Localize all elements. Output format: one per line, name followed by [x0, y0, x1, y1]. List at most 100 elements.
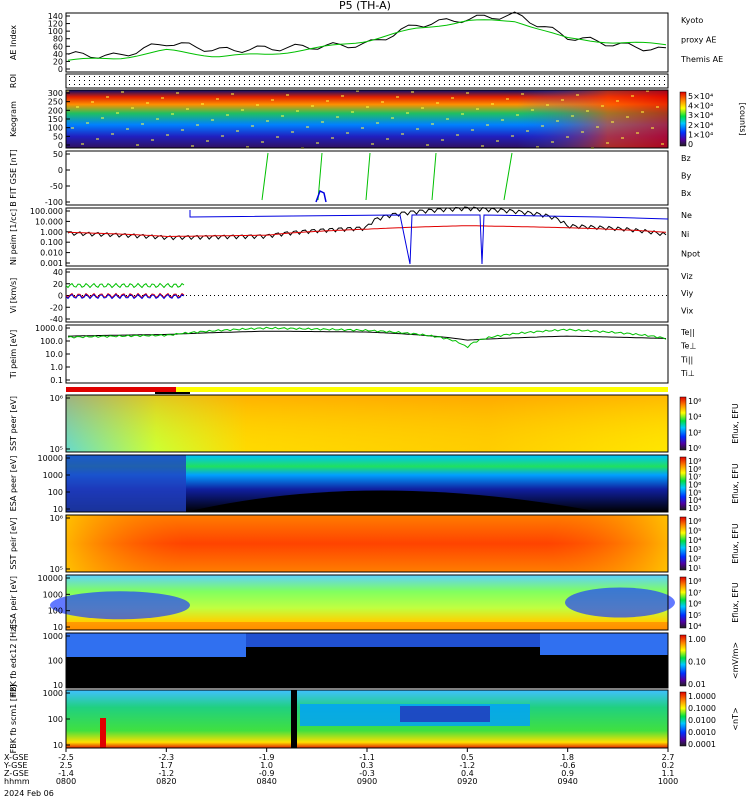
roi-dot	[354, 76, 355, 77]
ytick-label-esae: 10000	[38, 454, 63, 463]
keogram-speckle	[191, 145, 194, 147]
colorbar-tick-esai: 10⁷	[688, 588, 701, 597]
colorbar-tick-sste: 10⁰	[688, 444, 701, 453]
roi-dot	[69, 76, 70, 77]
colorbar-tick-esae: 10⁷	[688, 473, 701, 482]
roi-dot	[379, 76, 380, 77]
roi-dot	[199, 84, 200, 85]
keogram-speckle	[376, 122, 379, 124]
xtick-label: -0.3	[359, 769, 375, 778]
roi-dot	[484, 84, 485, 85]
roi-dot	[169, 84, 170, 85]
keogram-speckle	[66, 90, 69, 92]
roi-dot	[154, 84, 155, 85]
roi-dot	[649, 84, 650, 85]
ytick-label-vi: 0	[58, 292, 63, 301]
roi-dot	[469, 80, 470, 81]
roi-dot	[249, 84, 250, 85]
roi-dot	[114, 76, 115, 77]
roi-dot	[464, 84, 465, 85]
colorbar-tick-keo: 1×10⁴	[688, 130, 713, 139]
frame-bfit	[65, 150, 669, 206]
roi-dot	[214, 76, 215, 77]
frame-ae	[65, 12, 669, 73]
xtick-label: 1.7	[160, 761, 173, 770]
roi-dot	[344, 76, 345, 77]
roi-dot	[459, 76, 460, 77]
esa-ion-blue-right	[565, 587, 675, 618]
roi-dot	[174, 76, 175, 77]
roi-dot	[324, 76, 325, 77]
roi-dot	[649, 80, 650, 81]
keogram-speckle	[111, 133, 114, 135]
roi-dot	[214, 84, 215, 85]
xtick-label: 1000	[658, 777, 678, 786]
roi-dot	[294, 80, 295, 81]
keogram-speckle	[581, 131, 584, 133]
ytick-label-esae: 10	[53, 505, 63, 514]
roi-dot	[134, 84, 135, 85]
roi-dot	[439, 80, 440, 81]
roi-dot	[274, 76, 275, 77]
roi-dot	[109, 76, 110, 77]
panel-keo: Keogram3002502001501005005×10⁴4×10⁴3×10⁴…	[9, 89, 747, 150]
keogram-speckle	[661, 143, 664, 145]
ytick-label-vi: -20	[50, 303, 63, 312]
series-by	[365, 152, 371, 201]
roi-dot	[139, 80, 140, 81]
colorbar-tick-keo: 3×10⁴	[688, 111, 713, 120]
legend-vi: Viz	[681, 272, 693, 281]
keogram-speckle	[356, 90, 359, 92]
roi-dot	[644, 84, 645, 85]
ylabel-ae: AE Index	[9, 25, 18, 60]
keogram-speckle	[386, 138, 389, 140]
roi-dot	[524, 76, 525, 77]
roi-dot	[304, 84, 305, 85]
ytick-label-ti: 1.0	[50, 363, 63, 372]
legend-ni: Ne	[681, 211, 692, 220]
ylabel-ssti: SST peir [eV]	[9, 517, 18, 569]
colorbar-fbke	[679, 634, 687, 687]
ytick-label-ni: 100.000	[30, 207, 63, 216]
roi-dot	[594, 76, 595, 77]
roi-dot	[339, 84, 340, 85]
xaxis-row-label: X-GSE	[4, 753, 29, 762]
roi-dot	[589, 80, 590, 81]
roi-dot	[359, 80, 360, 81]
keogram-speckle	[271, 99, 274, 101]
roi-dot	[284, 80, 285, 81]
xtick-label: 0920	[457, 777, 477, 786]
panel-esai: ESA peir [eV] 10000 1000 100 10 10⁸ 10⁷ 10⁶ 10⁵ 1…	[9, 574, 740, 632]
keogram-speckle	[431, 123, 434, 125]
roi-dot	[614, 76, 615, 77]
roi-dot	[169, 80, 170, 81]
roi-dot	[444, 84, 445, 85]
roi-dot	[534, 80, 535, 81]
series-kyoto	[67, 19, 667, 61]
frame-sste	[65, 394, 669, 453]
ytick-label-ae: 40	[53, 50, 63, 59]
keogram-speckle	[216, 98, 219, 100]
keogram-speckle	[601, 105, 604, 107]
roi-dot	[634, 76, 635, 77]
roi-dot	[639, 80, 640, 81]
roi-dot	[424, 80, 425, 81]
colorbar-keo	[679, 91, 687, 147]
roi-dot	[174, 80, 175, 81]
colorbar-tick-fbkb: 0.1000	[688, 704, 716, 713]
fbk-b-red-spike	[100, 718, 106, 748]
frame-esai	[65, 574, 669, 631]
roi-dot	[409, 76, 410, 77]
roi-dot	[249, 76, 250, 77]
roi-dot	[369, 84, 370, 85]
colorbar-tick-ssti: 10¹	[688, 564, 701, 573]
colorbar-tick-keo: 0	[688, 140, 693, 149]
roi-dot	[74, 76, 75, 77]
colorbar-label-fbke: <mV/m>	[731, 642, 740, 679]
roi-dot	[339, 80, 340, 81]
roi-dot	[139, 84, 140, 85]
roi-dot	[344, 80, 345, 81]
roi-dot	[179, 76, 180, 77]
roi-dot	[144, 84, 145, 85]
